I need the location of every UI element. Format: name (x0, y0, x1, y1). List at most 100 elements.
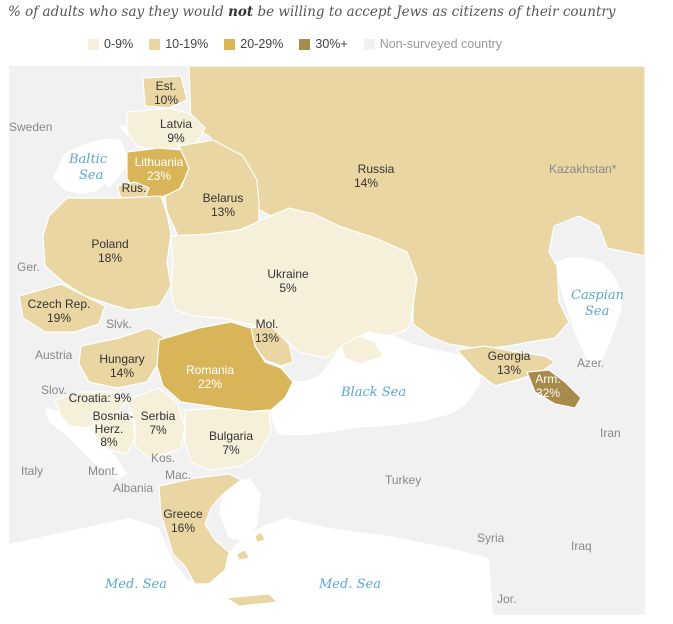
legend-label: Non-surveyed country (379, 37, 502, 51)
country-label-syria: Syria (477, 531, 505, 545)
country-label-iran: Iran (600, 426, 621, 440)
country-label-sweden: Sweden (9, 120, 52, 134)
sea-label: Med. Sea (104, 577, 167, 592)
water-bodies (9, 124, 623, 615)
country-value-bulgaria: 7% (222, 443, 240, 457)
greece-region (158, 473, 243, 585)
country-label-jordan: Jor. (497, 592, 516, 606)
crete-island (225, 593, 278, 607)
country-name-poland: Poland (91, 237, 128, 251)
black-sea (270, 331, 484, 436)
country-label-slovenia: Slov. (41, 383, 67, 397)
country-name-armenia: Arm. (535, 372, 560, 386)
country-name-bulgaria: Bulgaria (209, 429, 253, 443)
kaliningrad-region (116, 181, 150, 199)
country-value-moldova: 13% (255, 331, 279, 345)
legend-swatch (149, 38, 161, 50)
country-name-belarus: Belarus (203, 191, 244, 205)
country-name-moldova: Mol. (256, 317, 279, 331)
country-value-czech: 19% (47, 311, 71, 325)
map-legend: 0-9% 10-19% 20-29% 30%+ Non-surveyed cou… (88, 37, 518, 51)
legend-item-0-9: 0-9% (88, 37, 133, 51)
legend-label: 30%+ (315, 37, 348, 51)
crimea-region (340, 335, 384, 365)
country-name-hungary: Hungary (99, 352, 144, 366)
poland-region (42, 195, 172, 311)
country-value-ukraine: 5% (279, 281, 297, 295)
aegean-island (254, 531, 266, 543)
sea-label: Med. Sea (318, 577, 381, 592)
country-name-romania: Romania (186, 363, 234, 377)
country-name-croatia: Croatia: 9% (69, 391, 132, 405)
country-label-italy: Italy (21, 464, 43, 478)
legend-swatch (299, 38, 311, 50)
adriatic-sea (45, 408, 127, 480)
legend-swatch (363, 38, 375, 50)
aegean-island (236, 549, 250, 561)
sea-label: Black Sea (340, 385, 406, 400)
country-label-montenegro: Mont. (88, 464, 118, 478)
country-name-russia: Russia (358, 162, 395, 176)
surveyed-labels: Russia 14% Est. 10% Latvia 9% Lithuania … (28, 79, 561, 535)
country-value-belarus: 13% (211, 205, 235, 219)
legend-swatch (224, 38, 236, 50)
legend-item-10-19: 10-19% (149, 37, 208, 51)
title-emphasis: not (228, 4, 254, 20)
legend-label: 10-19% (165, 37, 209, 51)
sea-label: Sea (585, 304, 609, 319)
country-name-serbia: Serbia (141, 409, 176, 423)
country-name-bosnia-2: Herz. (95, 422, 124, 436)
title-text-end: be willing to accept Jews as citizens of… (253, 4, 616, 20)
sea-label: Caspian (571, 288, 624, 303)
country-value-romania: 22% (198, 377, 222, 391)
country-value-georgia: 13% (497, 363, 521, 377)
country-value-poland: 18% (98, 251, 122, 265)
country-value-lithuania: 23% (147, 169, 171, 183)
aegean-sea (219, 478, 261, 542)
country-label-azerbaijan: Azer. (577, 356, 604, 370)
estonia-region (142, 75, 188, 109)
country-label-kazakhstan: Kazakhstan* (549, 162, 617, 176)
country-label-germany: Ger. (17, 260, 40, 274)
country-name-greece: Greece (163, 507, 203, 521)
country-name-latvia: Latvia (160, 117, 192, 131)
country-name-georgia: Georgia (488, 349, 531, 363)
country-name-lithuania: Lithuania (135, 155, 184, 169)
country-value-serbia: 7% (149, 423, 167, 437)
legend-item-non-surveyed: Non-surveyed country (363, 37, 502, 51)
country-name-bosnia: Bosnia- (93, 409, 134, 423)
country-value-armenia: 32% (536, 386, 560, 400)
country-label-austria: Austria (35, 348, 73, 362)
country-label-iraq: Iraq (571, 539, 592, 553)
country-label-turkey: Turkey (385, 473, 421, 487)
bosnia-region (92, 411, 136, 455)
country-name-estonia: Est. (156, 79, 177, 93)
country-label-albania: Albania (113, 481, 153, 495)
ukraine-region (170, 207, 418, 359)
serbia-region (126, 387, 186, 459)
armenia-region (526, 369, 582, 409)
country-name-czech: Czech Rep. (28, 297, 91, 311)
country-value-russia: 14% (354, 176, 378, 190)
country-label-macedonia: Mac. (165, 468, 191, 482)
georgia-region (455, 345, 557, 387)
country-value-hungary: 14% (110, 366, 134, 380)
legend-item-30-plus: 30%+ (299, 37, 348, 51)
country-label-slovakia: Slvk. (106, 317, 132, 331)
sea-label: Sea (79, 168, 103, 183)
country-label-kosovo: Kos. (151, 451, 175, 465)
sea-label: Baltic (68, 152, 108, 167)
legend-label: 20-29% (240, 37, 284, 51)
caspian-sea (557, 257, 623, 370)
romania-region (156, 321, 294, 413)
mediterranean-sea (9, 518, 493, 615)
country-value-greece: 16% (171, 521, 195, 535)
hungary-region (78, 327, 170, 389)
country-value-bosnia: 8% (100, 435, 118, 449)
legend-label: 0-9% (104, 37, 134, 51)
legend-item-20-29: 20-29% (224, 37, 283, 51)
country-value-estonia: 10% (154, 93, 178, 107)
country-name-ukraine: Ukraine (267, 267, 309, 281)
bulgaria-region (184, 407, 272, 471)
country-name-kaliningrad: Rus. (122, 181, 147, 195)
